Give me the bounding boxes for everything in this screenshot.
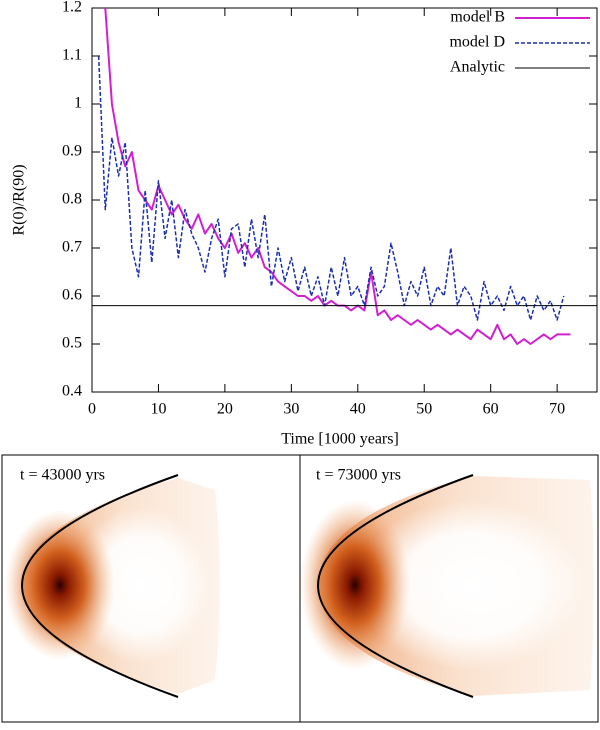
x-tick-label: 20 bbox=[217, 401, 233, 418]
y-tick-label: 0.6 bbox=[62, 287, 82, 304]
y-tick-label: 1 bbox=[74, 95, 82, 112]
series-line bbox=[97, 55, 565, 321]
legend-label: Analytic bbox=[450, 59, 505, 76]
analytic-curve bbox=[21, 474, 179, 698]
x-tick-label: 60 bbox=[483, 401, 499, 418]
y-tick-label: 1.2 bbox=[62, 0, 82, 16]
x-axis-label: Time [1000 years] bbox=[281, 431, 399, 448]
y-tick-label: 0.4 bbox=[62, 383, 82, 400]
panel-label: t = 43000 yrs bbox=[20, 467, 105, 484]
x-tick-label: 50 bbox=[416, 401, 432, 418]
plot-frame bbox=[91, 7, 598, 393]
panel-right: t = 73000 yrs bbox=[299, 454, 599, 723]
y-tick-label: 0.8 bbox=[62, 191, 82, 208]
y-axis-label: R(0)/R(90) bbox=[11, 164, 28, 235]
x-tick-label: 0 bbox=[88, 401, 96, 418]
y-tick-label: 0.7 bbox=[62, 239, 82, 256]
y-tick-label: 0.5 bbox=[62, 335, 82, 352]
legend-label: model B bbox=[450, 9, 505, 26]
legend-label: model D bbox=[449, 34, 505, 51]
plot-area bbox=[92, 8, 597, 345]
core bbox=[300, 500, 410, 670]
analytic-curve bbox=[317, 474, 474, 698]
x-tick-label: 40 bbox=[350, 401, 366, 418]
panel-label: t = 73000 yrs bbox=[316, 467, 401, 484]
x-tick-label: 10 bbox=[150, 401, 166, 418]
panel-left: t = 43000 yrs bbox=[1, 454, 301, 723]
core bbox=[5, 510, 115, 660]
y-tick-label: 1.1 bbox=[62, 47, 82, 64]
x-tick-label: 70 bbox=[549, 401, 565, 418]
y-tick-label: 0.9 bbox=[62, 143, 82, 160]
x-tick-label: 30 bbox=[283, 401, 299, 418]
cavity bbox=[355, 500, 585, 670]
